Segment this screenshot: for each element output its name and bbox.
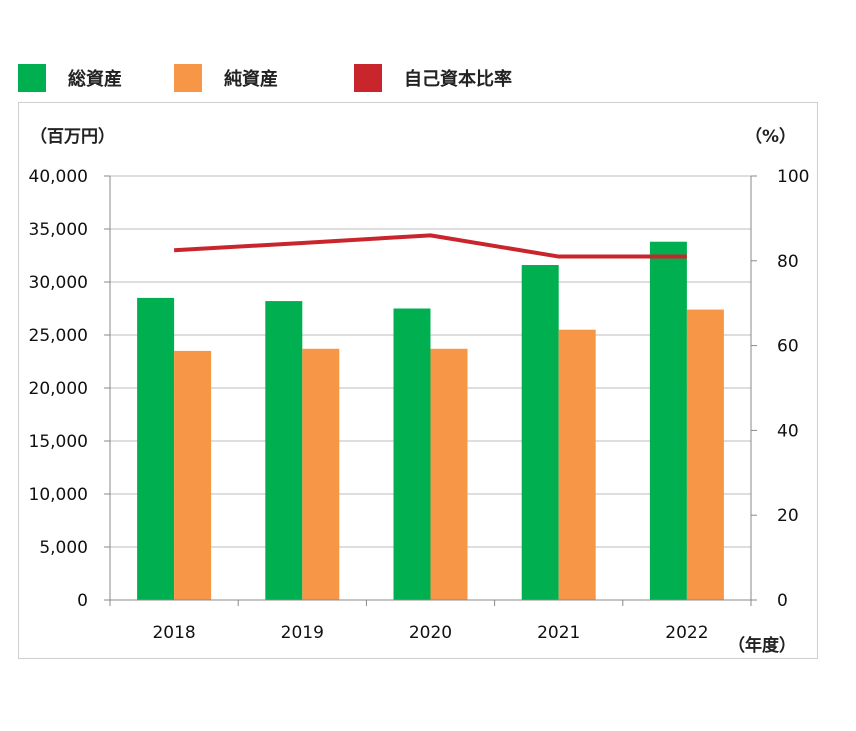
left-tick-label: 15,000 xyxy=(29,432,88,452)
bar-net-assets xyxy=(174,350,212,600)
bar-net-assets xyxy=(558,329,596,600)
right-axis-unit: （%） xyxy=(745,126,796,147)
legend-swatch-equity-ratio xyxy=(354,64,382,92)
left-tick-label: 5,000 xyxy=(39,538,88,558)
left-tick-label: 25,000 xyxy=(29,326,88,346)
bar-total-assets xyxy=(137,297,175,600)
left-tick-label: 0 xyxy=(77,591,88,611)
bars xyxy=(137,241,724,600)
chart-frame xyxy=(18,102,818,659)
legend-item-net-assets: 純資産 xyxy=(174,64,278,92)
left-tick-label: 30,000 xyxy=(29,273,88,293)
x-axis-unit: （年度） xyxy=(728,635,796,656)
bar-total-assets xyxy=(393,308,431,600)
bar-net-assets xyxy=(302,348,340,600)
line-equity-ratio xyxy=(173,233,687,259)
right-tick-label: 40 xyxy=(777,421,799,441)
right-tick-label: 80 xyxy=(777,252,799,272)
right-tick-label: 60 xyxy=(777,337,799,357)
x-tick-label: 2020 xyxy=(409,623,452,643)
left-tick-label: 20,000 xyxy=(29,379,88,399)
legend-swatch-net-assets xyxy=(174,64,202,92)
bar-total-assets xyxy=(521,265,559,600)
x-tick-label: 2021 xyxy=(537,623,580,643)
right-tick-label: 20 xyxy=(777,506,799,526)
legend-item-total-assets: 総資産 xyxy=(18,64,122,92)
legend-label-total-assets: 総資産 xyxy=(68,69,122,90)
gridlines xyxy=(110,175,751,548)
legend-item-equity-ratio: 自己資本比率 xyxy=(354,64,512,92)
ratio-line xyxy=(173,233,687,259)
bar-net-assets xyxy=(686,309,724,600)
left-tick-label: 10,000 xyxy=(29,485,88,505)
bar-net-assets xyxy=(430,348,468,600)
legend-label-net-assets: 純資産 xyxy=(224,69,278,90)
x-tick-label: 2019 xyxy=(281,623,324,643)
axes xyxy=(104,175,757,606)
tick-labels: 0 5,000 10,000 15,000 20,000 25,000 30,000 35,0… xyxy=(29,167,810,643)
bar-total-assets xyxy=(265,301,303,600)
legend-swatch-total-assets xyxy=(18,64,46,92)
x-tick-label: 2022 xyxy=(665,623,708,643)
bar-total-assets xyxy=(649,241,687,600)
left-axis-unit: （百万円） xyxy=(30,126,115,147)
x-tick-label: 2018 xyxy=(152,623,195,643)
right-tick-label: 0 xyxy=(777,591,788,611)
left-tick-label: 35,000 xyxy=(29,220,88,240)
left-tick-label: 40,000 xyxy=(29,167,88,187)
legend-label-equity-ratio: 自己資本比率 xyxy=(404,69,512,90)
right-tick-label: 100 xyxy=(777,167,809,187)
